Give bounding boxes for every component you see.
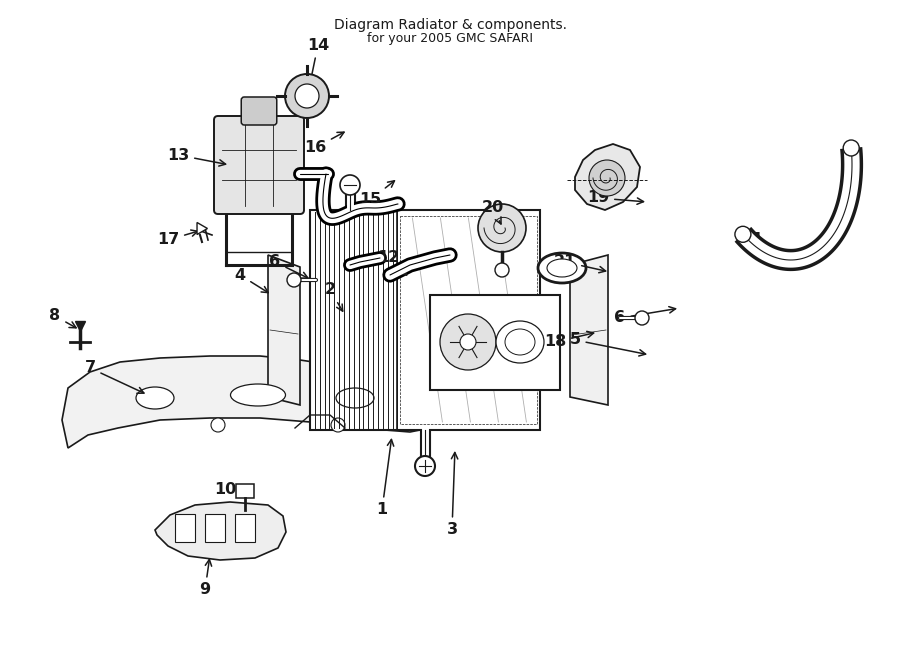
Polygon shape <box>268 255 300 405</box>
Circle shape <box>331 418 345 432</box>
Ellipse shape <box>505 329 535 355</box>
Circle shape <box>460 334 476 350</box>
FancyBboxPatch shape <box>214 116 304 214</box>
Bar <box>400 216 537 424</box>
Circle shape <box>635 311 649 325</box>
Circle shape <box>287 273 301 287</box>
Circle shape <box>340 175 360 195</box>
Bar <box>205 514 225 542</box>
Circle shape <box>211 418 225 432</box>
Text: 3: 3 <box>446 453 458 537</box>
Text: for your 2005 GMC SAFARI: for your 2005 GMC SAFARI <box>367 32 533 45</box>
Polygon shape <box>570 255 608 405</box>
Circle shape <box>478 204 526 252</box>
Bar <box>235 514 255 542</box>
Circle shape <box>495 263 509 277</box>
Text: 13: 13 <box>166 147 226 166</box>
Text: 1: 1 <box>376 440 393 518</box>
Circle shape <box>735 226 751 243</box>
Ellipse shape <box>538 253 586 283</box>
Text: 21: 21 <box>554 254 606 273</box>
Text: Diagram Radiator & components.: Diagram Radiator & components. <box>334 18 566 32</box>
Text: 12: 12 <box>377 251 407 275</box>
Circle shape <box>589 160 625 196</box>
Ellipse shape <box>136 387 174 409</box>
Text: 20: 20 <box>482 200 504 224</box>
Text: 14: 14 <box>306 38 329 94</box>
Text: 6: 6 <box>615 307 676 325</box>
Ellipse shape <box>547 259 577 277</box>
Circle shape <box>440 314 496 370</box>
Polygon shape <box>155 502 286 560</box>
Text: 4: 4 <box>234 268 268 293</box>
FancyBboxPatch shape <box>241 97 277 125</box>
Polygon shape <box>62 356 430 448</box>
Text: 11: 11 <box>741 233 786 256</box>
Text: 8: 8 <box>50 309 76 328</box>
Text: 17: 17 <box>157 230 198 247</box>
Ellipse shape <box>230 384 285 406</box>
Ellipse shape <box>336 388 374 408</box>
Bar <box>310 210 540 430</box>
Circle shape <box>415 456 435 476</box>
Text: 6: 6 <box>269 254 308 278</box>
Text: 9: 9 <box>200 559 212 598</box>
Text: 10: 10 <box>214 483 244 498</box>
Bar <box>430 295 560 390</box>
Text: 19: 19 <box>587 190 644 206</box>
Text: 16: 16 <box>304 132 344 155</box>
Text: 7: 7 <box>85 360 144 393</box>
Text: 5: 5 <box>570 332 645 356</box>
Text: 18: 18 <box>544 331 594 350</box>
Text: 2: 2 <box>324 282 343 311</box>
Text: 15: 15 <box>359 180 394 208</box>
Polygon shape <box>575 144 640 210</box>
Circle shape <box>285 74 329 118</box>
Circle shape <box>843 140 860 156</box>
Ellipse shape <box>496 321 544 363</box>
Bar <box>175 514 195 542</box>
Circle shape <box>295 84 319 108</box>
Bar <box>236 484 254 498</box>
